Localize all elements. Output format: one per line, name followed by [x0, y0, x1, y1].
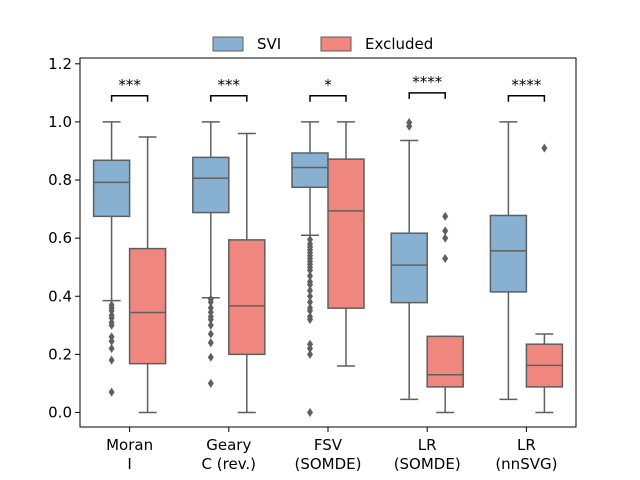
outlier-point: [307, 285, 313, 295]
outlier-point: [108, 332, 115, 342]
x-tick-label-line: (SOMDE): [294, 455, 361, 473]
significance-marker: ****: [507, 76, 546, 102]
box-iqr: [92, 159, 131, 218]
y-tick-label: 0.6: [48, 229, 72, 247]
x-tick-label-line: LR: [418, 436, 437, 454]
significance-bracket: [210, 95, 248, 102]
outlier-point: [442, 226, 449, 236]
box-iqr: [291, 152, 329, 189]
outlier-point: [442, 211, 449, 221]
x-tick-label: LR (nnSVG): [495, 436, 557, 473]
outlier-point: [307, 235, 313, 245]
x-tick-label-line: (SOMDE): [394, 455, 461, 473]
plot-area: *** *** * **** ****: [92, 73, 564, 417]
outlier-point: [307, 271, 313, 281]
significance-marker: *: [309, 76, 347, 102]
outlier-point: [307, 407, 313, 417]
significance-marker: ***: [110, 76, 149, 102]
significance-marker: ****: [408, 73, 446, 99]
box-iqr: [390, 232, 428, 304]
outlier-point: [442, 253, 449, 263]
significance-label: ***: [218, 76, 241, 94]
significance-bracket: [309, 95, 347, 102]
box-svi: [291, 121, 329, 417]
axes-frame: [79, 57, 577, 428]
y-tick-label: 1.2: [48, 55, 72, 73]
significance-bracket: [408, 92, 446, 99]
x-tick-label: LR (SOMDE): [394, 436, 461, 473]
x-tick-label-line: Moran: [106, 436, 153, 454]
x-tick-label-line: (nnSVG): [495, 455, 557, 473]
outlier-point: [307, 312, 313, 322]
box-iqr: [426, 335, 464, 388]
box-svi: [192, 121, 230, 388]
legend-swatch: [212, 36, 244, 52]
outlier-point: [307, 303, 313, 313]
legend: SVI Excluded: [212, 35, 433, 53]
outlier-point: [207, 320, 214, 330]
box-iqr: [228, 239, 266, 356]
x-tick-label-line: FSV: [314, 436, 343, 454]
outlier-point: [307, 349, 313, 359]
box-iqr: [128, 247, 167, 365]
outlier-point: [541, 143, 548, 153]
y-tick-label: 0.2: [48, 345, 72, 363]
y-tick-label: 0.8: [48, 171, 72, 189]
significance-marker: ***: [210, 76, 248, 102]
x-tick-label-line: Geary: [206, 436, 251, 454]
outlier-point: [108, 355, 115, 365]
outlier-point: [406, 118, 413, 128]
legend-item-excluded: Excluded: [320, 35, 433, 53]
y-tick-label: 0.0: [48, 403, 72, 421]
legend-label: Excluded: [365, 35, 433, 53]
significance-bracket: [507, 95, 546, 102]
box-excluded: [228, 132, 266, 414]
outlier-point: [207, 352, 214, 362]
legend-item-svi: SVI: [212, 35, 281, 53]
outlier-point: [108, 344, 115, 354]
x-tick-label-line: I: [127, 455, 131, 473]
x-tick-label-line: LR: [517, 436, 536, 454]
outlier-point: [307, 291, 313, 301]
x-tick-label: Geary C (rev.): [202, 436, 257, 473]
outlier-point: [207, 378, 214, 388]
outlier-point: [207, 294, 214, 304]
outlier-point: [307, 339, 313, 349]
box-svi: [489, 121, 528, 401]
outlier-point: [307, 277, 313, 287]
x-tick-label-line: C (rev.): [202, 455, 257, 473]
outlier-point: [207, 329, 214, 339]
y-axis: 0.0 0.2 0.4 0.6 0.8 1.0 1.2: [48, 55, 80, 421]
x-tick-label: Moran I: [106, 436, 153, 473]
box-excluded: [426, 211, 464, 414]
outlier-point: [108, 300, 115, 310]
significance-label: ****: [412, 73, 443, 91]
box-svi: [92, 121, 131, 397]
outlier-point: [307, 297, 313, 307]
box-excluded: [525, 143, 564, 414]
legend-label: SVI: [257, 35, 281, 53]
significance-bracket: [110, 95, 149, 102]
box-iqr: [489, 214, 528, 293]
significance-label: ****: [511, 76, 542, 94]
box-excluded: [327, 121, 365, 367]
box-iqr: [192, 156, 230, 214]
y-tick-label: 0.4: [48, 287, 72, 305]
x-tick-label: FSV (SOMDE): [294, 436, 361, 473]
y-tick-label: 1.0: [48, 113, 72, 131]
outlier-point: [207, 303, 214, 313]
outlier-point: [108, 387, 115, 397]
legend-swatch: [320, 36, 352, 52]
significance-label: *: [324, 76, 332, 94]
outlier-point: [207, 338, 214, 348]
box-iqr: [327, 158, 365, 309]
box-svi: [390, 118, 428, 401]
significance-label: ***: [118, 76, 141, 94]
box-excluded: [128, 136, 167, 414]
outlier-point: [442, 233, 449, 243]
